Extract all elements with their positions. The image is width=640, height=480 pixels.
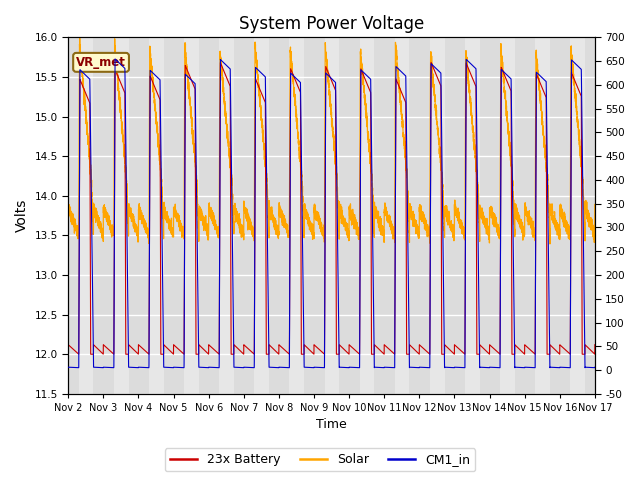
Bar [395, 37, 410, 394]
Bar [184, 37, 199, 394]
Text: VR_met: VR_met [76, 56, 126, 69]
Bar [465, 37, 480, 394]
Bar [79, 37, 93, 394]
Bar [114, 37, 129, 394]
Bar [254, 37, 269, 394]
Bar [500, 37, 515, 394]
Legend: 23x Battery, Solar, CM1_in: 23x Battery, Solar, CM1_in [164, 448, 476, 471]
Bar [570, 37, 585, 394]
Bar [535, 37, 550, 394]
Y-axis label: Volts: Volts [15, 199, 29, 232]
X-axis label: Time: Time [316, 419, 347, 432]
Bar [360, 37, 374, 394]
Bar [324, 37, 339, 394]
Bar [219, 37, 234, 394]
Bar [430, 37, 445, 394]
Title: System Power Voltage: System Power Voltage [239, 15, 424, 33]
Bar [289, 37, 304, 394]
Bar [149, 37, 164, 394]
